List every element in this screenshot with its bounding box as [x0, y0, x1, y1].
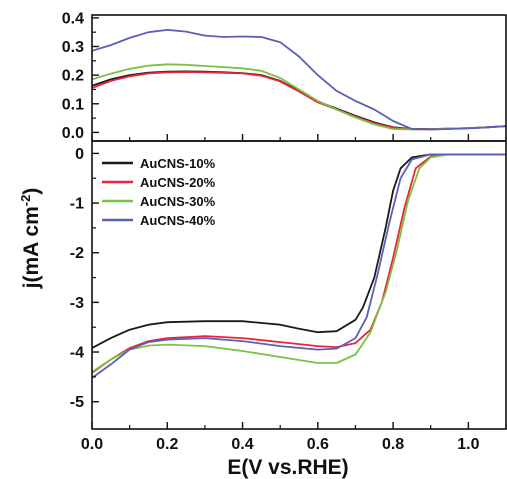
lower-series-line: [91, 153, 506, 379]
lower-frame: [91, 140, 507, 430]
legend-label: AuCNS-20%: [140, 175, 216, 190]
svg-text:j(mA cm-2): j(mA cm-2): [18, 188, 43, 290]
upper-y-tick-label: 0.4: [62, 10, 84, 27]
x-axis-title: E(V vs.RHE): [227, 456, 348, 479]
legend: AuCNS-10% AuCNS-20% AuCNS-30% AuCNS-40%: [102, 156, 216, 228]
lower-y-tick-label: -2: [70, 245, 84, 262]
x-tick-label: 0.0: [81, 436, 103, 453]
y-axis-title-sup: -2: [18, 195, 33, 207]
x-tick-label: 1.0: [457, 436, 479, 453]
upper-y-tick-label: 0.1: [62, 96, 84, 113]
x-tick-label: 0.2: [156, 436, 178, 453]
x-tick-label: 0.8: [382, 436, 404, 453]
lower-y-tick-label: -5: [70, 394, 84, 411]
upper-y-tick-label: 0.0: [62, 125, 84, 142]
lower-series-line: [91, 153, 506, 374]
lower-series-line: [91, 153, 506, 373]
lower-y-tick-label: -1: [70, 196, 84, 213]
y-axis-title-main: j(mA cm: [20, 206, 43, 289]
legend-label: AuCNS-10%: [140, 156, 216, 171]
lower-panel: 0 -1 -2 -3 -4 -5 0.0 0.2 0.4 0.6 0.8 1.0: [70, 140, 507, 453]
legend-label: AuCNS-40%: [140, 213, 216, 228]
upper-y-tick-label: 0.3: [62, 39, 84, 56]
lower-y-tick-label: -4: [70, 345, 84, 362]
x-tick-label: 0.6: [307, 436, 329, 453]
upper-y-tick-label: 0.2: [62, 68, 84, 85]
x-tick-label: 0.4: [231, 436, 253, 453]
y-axis-title: j(mA cm-2): [18, 188, 43, 290]
lower-y-tick-label: -3: [70, 295, 84, 312]
y-axis-title-close: ): [20, 188, 43, 195]
upper-series-line: [91, 29, 507, 131]
upper-panel: 0.4 0.3 0.2 0.1 0.0: [62, 10, 507, 142]
lower-series-line: [91, 153, 506, 349]
legend-label: AuCNS-30%: [140, 194, 216, 209]
lower-y-tick-label: 0: [75, 146, 84, 163]
